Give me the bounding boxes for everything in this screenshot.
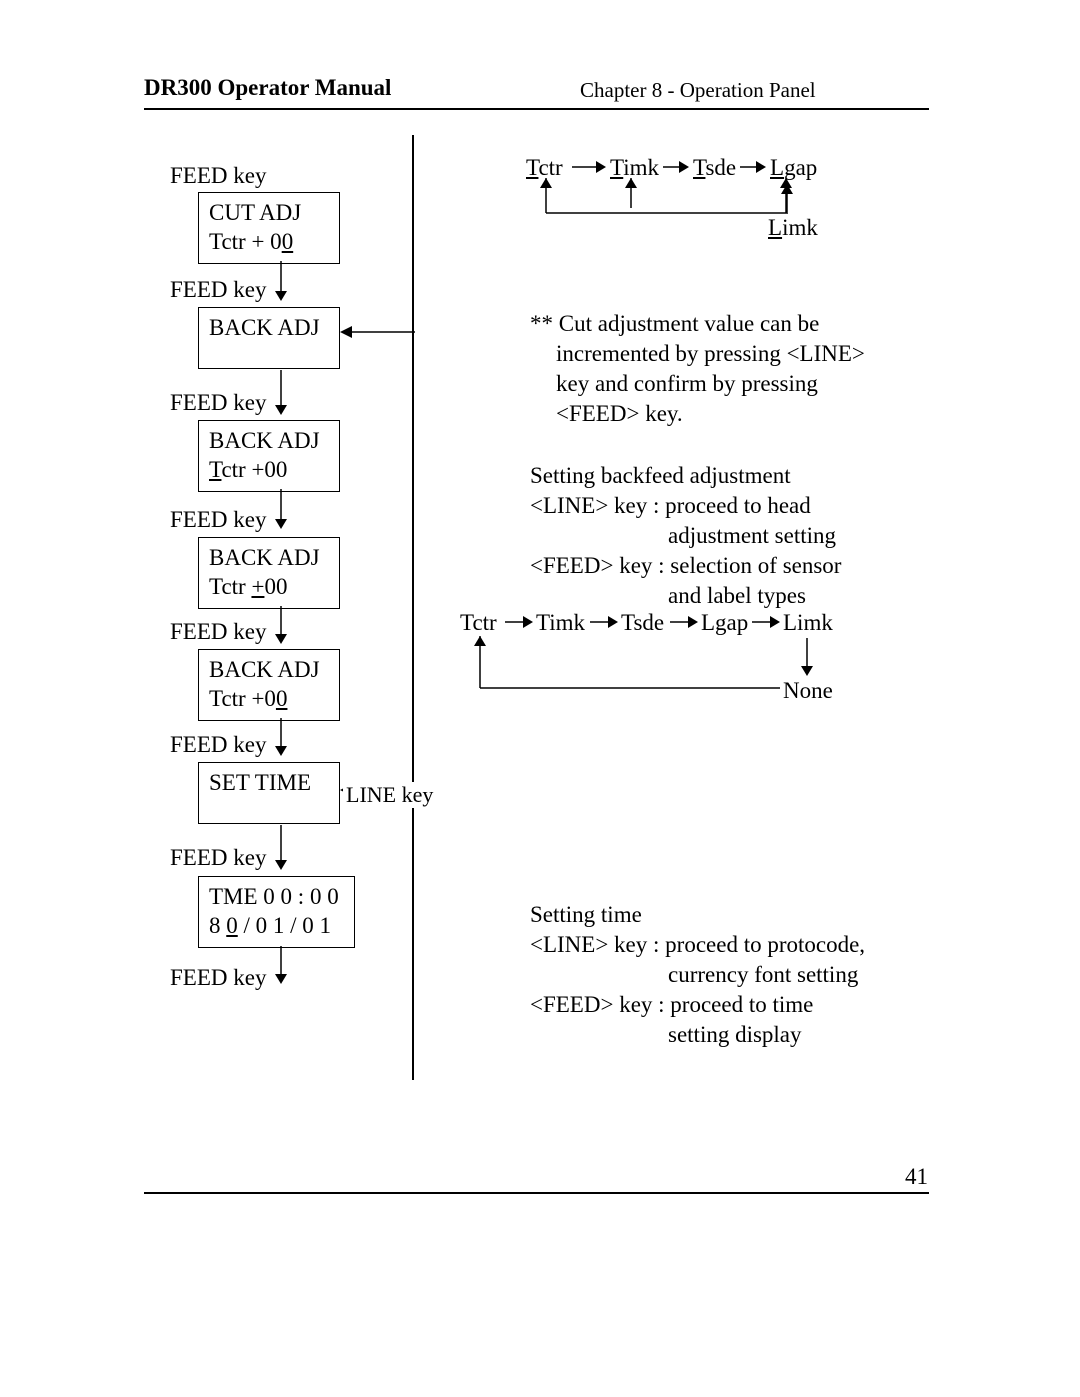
box-back-adj: BACK ADJ [198, 307, 340, 369]
down-arrow-icon [274, 370, 288, 415]
down-arrow-icon [800, 638, 814, 676]
box-line2: Tctr +00 [209, 456, 329, 485]
right-arrow-icon [752, 615, 780, 629]
right-arrow-icon [670, 615, 698, 629]
box-line1: TME 0 0 : 0 0 [209, 883, 344, 912]
chapter-title: Chapter 8 - Operation Panel [580, 78, 816, 103]
feed-key-label: FEED key [170, 845, 266, 871]
right-arrow-icon [590, 615, 618, 629]
box-line2: Tctr +00 [209, 685, 329, 714]
note-cut-adjustment: ** Cut adjustment value can be increment… [530, 309, 890, 429]
footer-rule [144, 1192, 929, 1194]
feed-key-label: FEED key [170, 390, 266, 416]
box-line1: BACK ADJ [209, 656, 329, 685]
seq2-d: Lgap [701, 610, 748, 636]
note-setting-time: Setting time <LINE> key : proceed to pro… [530, 900, 910, 1049]
box-back-adj-t: BACK ADJ Tctr +00 [198, 420, 340, 492]
down-arrow-icon [274, 489, 288, 529]
vertical-line [412, 135, 414, 1080]
box-set-time: SET TIME [198, 762, 340, 824]
down-arrow-icon [274, 946, 288, 984]
seq2-f: None [783, 678, 833, 704]
box-line2: 8 0 / 0 1 / 0 1 [209, 912, 344, 941]
feed-key-label: FEED key [170, 965, 266, 991]
down-arrow-icon [274, 718, 288, 756]
seq2-b: Timk [536, 610, 585, 636]
right-arrow-icon [572, 160, 606, 174]
box-line2: Tctr +00 [209, 573, 329, 602]
left-arrow-icon [340, 325, 415, 339]
seq2-c: Tsde [621, 610, 664, 636]
down-arrow-icon [274, 606, 288, 644]
down-arrow-icon [274, 825, 288, 870]
feed-key-label: FEED key [170, 277, 266, 303]
feed-key-label: FEED key [170, 732, 266, 758]
right-arrow-icon [505, 615, 533, 629]
box-cut-adj: CUT ADJ Tctr + 00 [198, 192, 340, 264]
feed-key-label: FEED key [170, 507, 266, 533]
box-line1: BACK ADJ [209, 544, 329, 573]
note-backfeed: Setting backfeed adjustment <LINE> key :… [530, 461, 910, 610]
box-line2: Tctr + 00 [209, 228, 329, 257]
up-arrow-icon [780, 184, 794, 214]
loop-arrow-icon [470, 636, 785, 696]
manual-title: DR300 Operator Manual [144, 75, 391, 101]
box-line1: BACK ADJ [209, 314, 329, 343]
box-back-adj-0: BACK ADJ Tctr +00 [198, 649, 340, 721]
feed-key-label: FEED key [170, 619, 266, 645]
header-rule [144, 108, 929, 110]
box-back-adj-pm: BACK ADJ Tctr +00 [198, 537, 340, 609]
right-arrow-icon [663, 160, 689, 174]
box-line1: SET TIME [209, 769, 329, 798]
seq2-e: Limk [783, 610, 833, 636]
box-line1: CUT ADJ [209, 199, 329, 228]
line-key-label: LINE key [343, 782, 436, 808]
feed-key-label: FEED key [170, 163, 266, 189]
box-tme: TME 0 0 : 0 0 8 0 / 0 1 / 0 1 [198, 876, 355, 948]
seq2-a: Tctr [460, 610, 497, 636]
page-number: 41 [905, 1164, 928, 1190]
loop-arrow-icon [536, 178, 796, 238]
right-arrow-icon [740, 160, 766, 174]
box-line1: BACK ADJ [209, 427, 329, 456]
down-arrow-icon [274, 261, 288, 301]
